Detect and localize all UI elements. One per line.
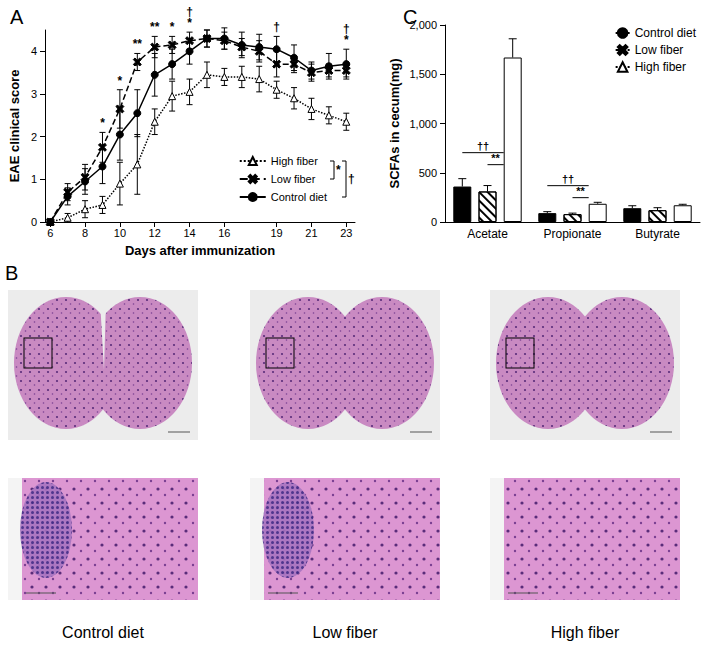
svg-text:High fiber: High fiber: [551, 624, 620, 641]
svg-text:*: *: [336, 163, 341, 177]
svg-text:Low fiber: Low fiber: [635, 43, 684, 57]
svg-text:Low fiber: Low fiber: [271, 173, 316, 185]
svg-text:2: 2: [31, 131, 37, 143]
svg-text:19: 19: [271, 227, 283, 239]
svg-text:10: 10: [114, 227, 126, 239]
svg-text:1,000: 1,000: [409, 118, 437, 130]
svg-text:8: 8: [82, 227, 88, 239]
svg-text:6: 6: [47, 227, 53, 239]
svg-text:A: A: [10, 6, 24, 28]
svg-text:1,500: 1,500: [409, 68, 437, 80]
svg-text:*: *: [100, 116, 105, 130]
svg-text:14: 14: [183, 227, 195, 239]
svg-text:0: 0: [431, 216, 437, 228]
svg-text:†: †: [343, 22, 350, 36]
svg-text:††: ††: [477, 140, 489, 152]
svg-text:0: 0: [31, 216, 37, 228]
svg-text:16: 16: [218, 227, 230, 239]
svg-text:500: 500: [419, 167, 437, 179]
svg-text:††: ††: [562, 173, 574, 185]
svg-text:2,000: 2,000: [409, 19, 437, 31]
svg-text:†: †: [348, 172, 355, 186]
svg-text:**: **: [150, 20, 160, 34]
svg-text:High fiber: High fiber: [271, 155, 318, 167]
svg-text:3: 3: [31, 88, 37, 100]
svg-text:†: †: [273, 20, 280, 34]
svg-text:EAE clinical score: EAE clinical score: [7, 70, 22, 183]
svg-text:*: *: [118, 74, 123, 88]
svg-text:4: 4: [31, 45, 37, 57]
svg-text:21: 21: [305, 227, 317, 239]
svg-text:**: **: [576, 185, 585, 197]
svg-text:*: *: [170, 20, 175, 34]
svg-text:23: 23: [340, 227, 352, 239]
svg-text:12: 12: [149, 227, 161, 239]
svg-text:High fiber: High fiber: [635, 60, 686, 74]
svg-text:Acetate: Acetate: [467, 227, 508, 241]
svg-text:Propionate: Propionate: [543, 227, 601, 241]
svg-text:Days after immunization: Days after immunization: [125, 243, 275, 258]
svg-text:†: †: [186, 5, 193, 19]
svg-text:**: **: [133, 37, 143, 51]
svg-text:1: 1: [31, 173, 37, 185]
svg-text:Butyrate: Butyrate: [635, 227, 680, 241]
svg-text:B: B: [5, 262, 18, 284]
svg-text:Control diet: Control diet: [635, 26, 697, 40]
svg-text:**: **: [491, 152, 500, 164]
svg-text:Low fiber: Low fiber: [313, 624, 379, 641]
svg-text:C: C: [403, 6, 417, 28]
svg-text:Control diet: Control diet: [271, 191, 327, 203]
svg-text:Control diet: Control diet: [62, 624, 144, 641]
svg-text:SCFAs in cecum(mg): SCFAs in cecum(mg): [387, 58, 402, 188]
